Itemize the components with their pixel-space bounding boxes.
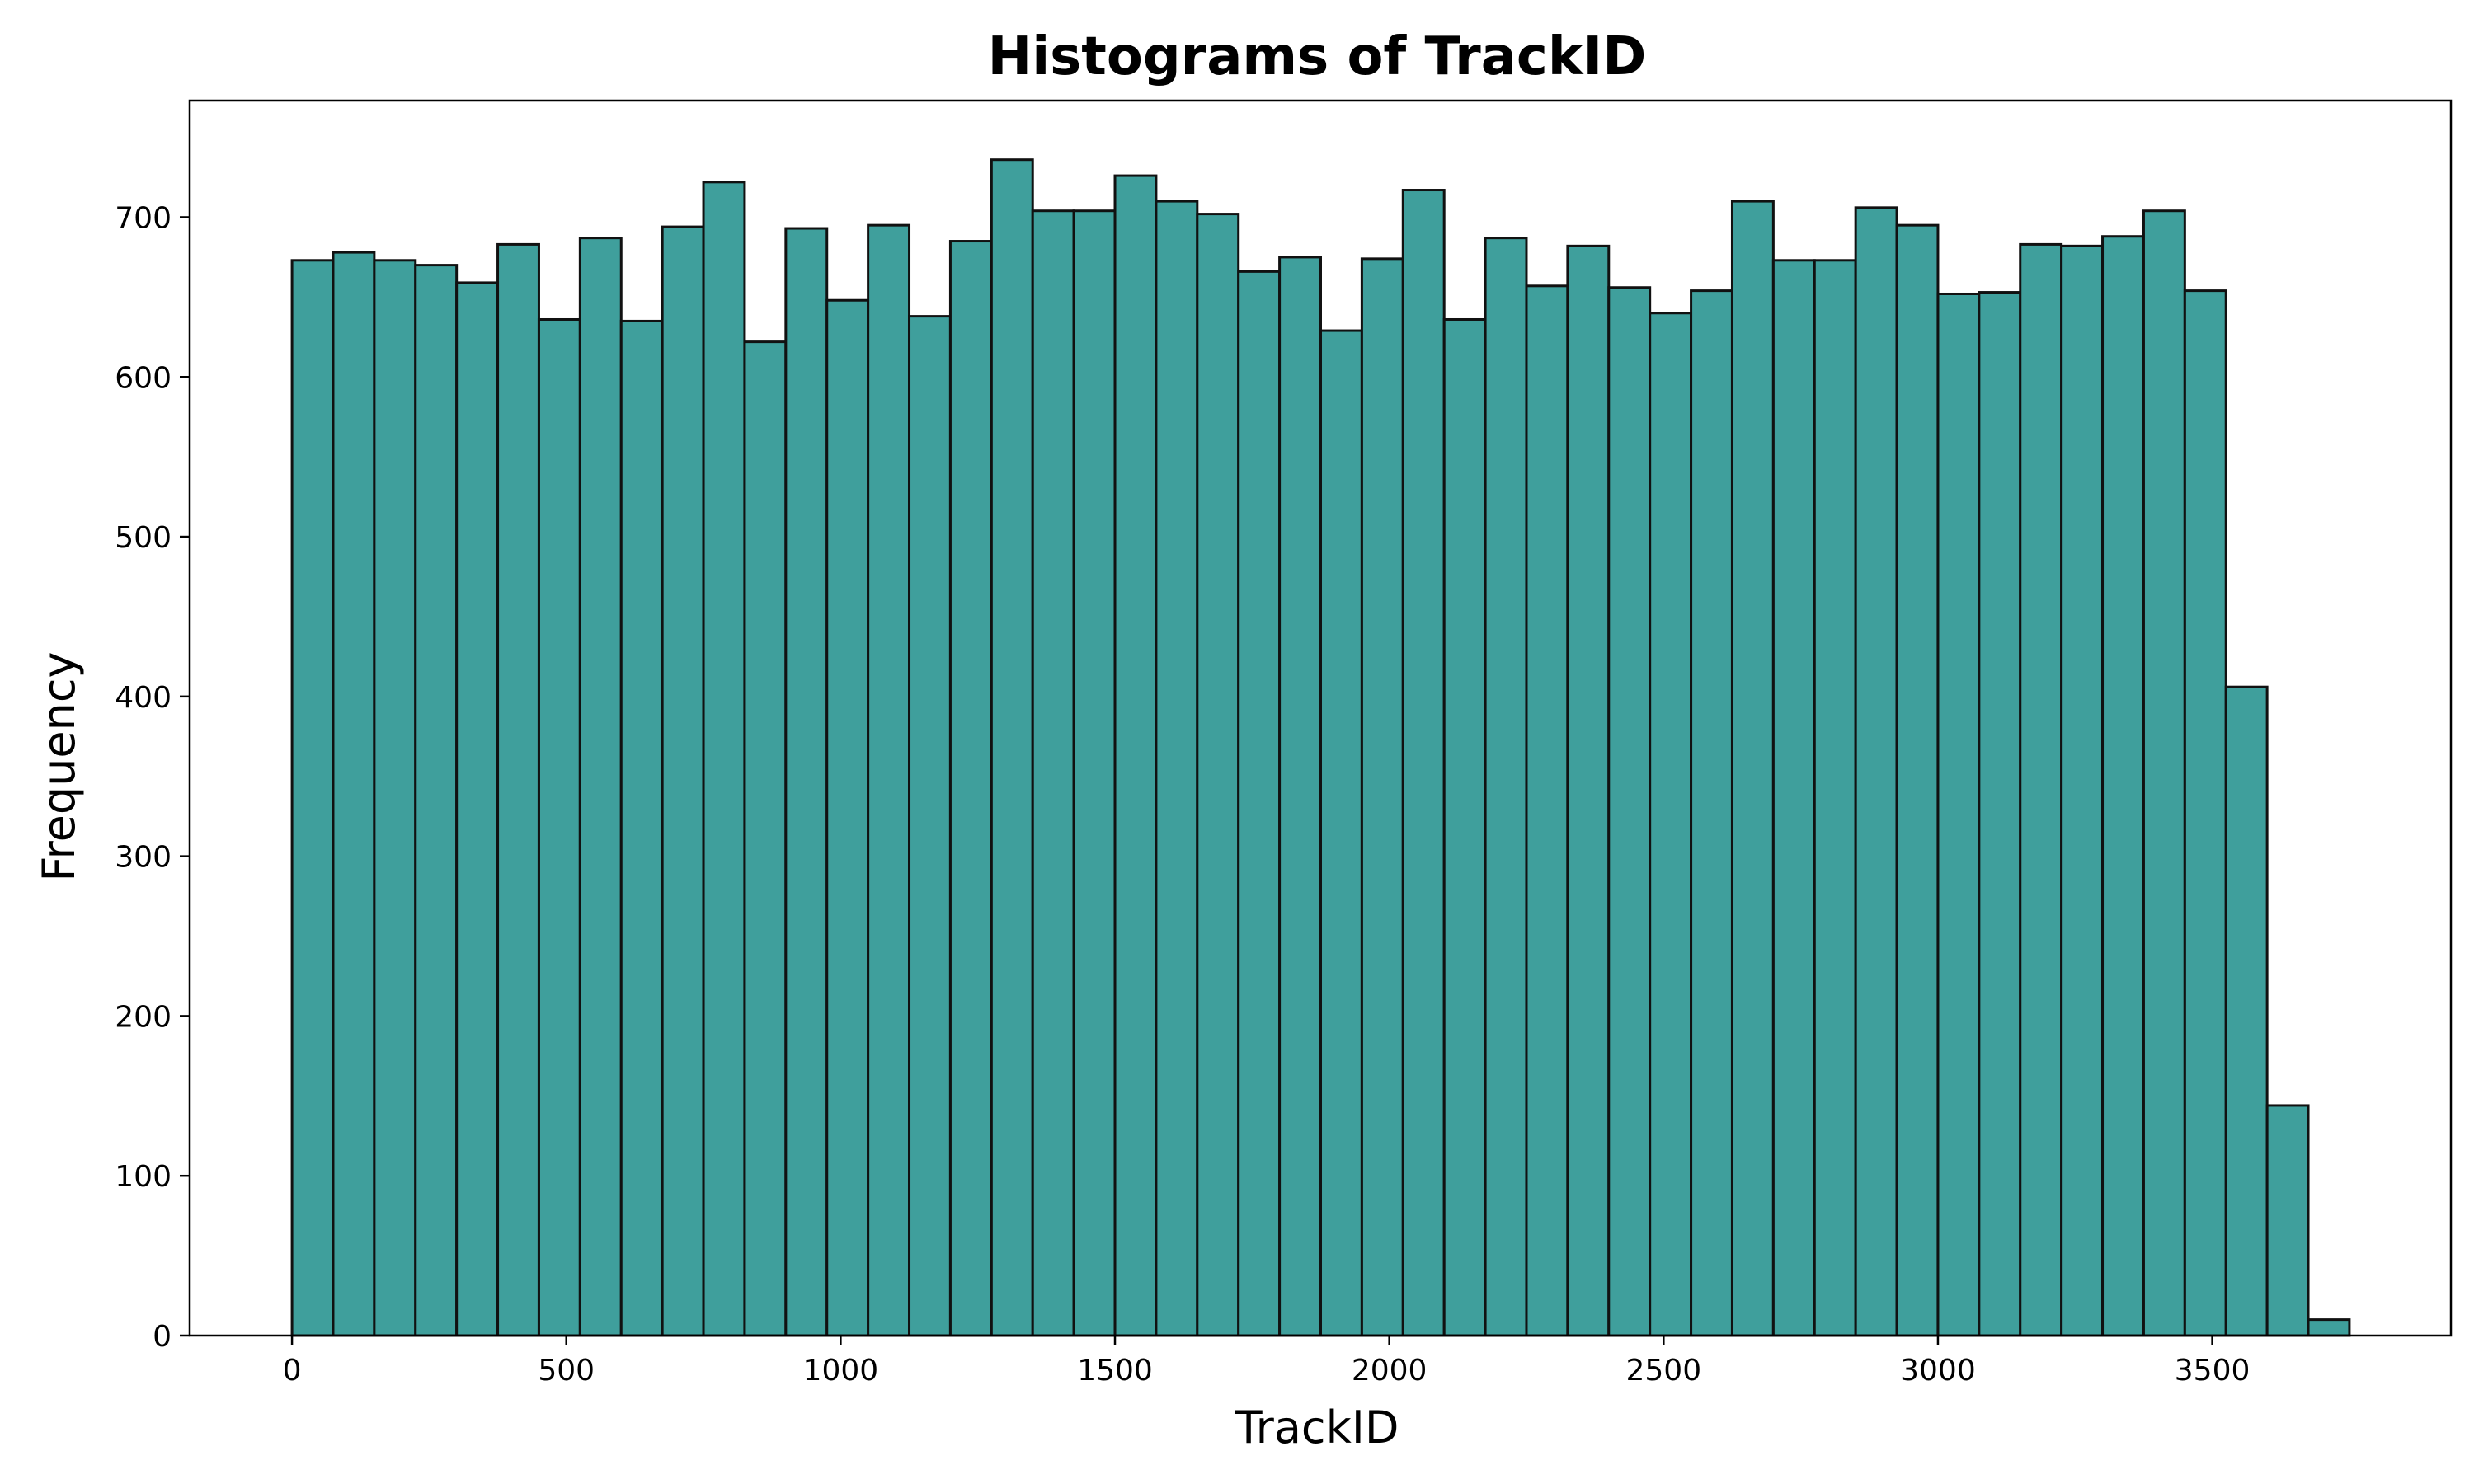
histogram-bar: [2307, 1318, 2351, 1337]
histogram-bar: [1730, 200, 1775, 1337]
histogram-bar: [332, 251, 376, 1337]
histogram-bar: [784, 227, 829, 1337]
histogram-bar: [1442, 317, 1487, 1337]
histogram-bar: [948, 240, 993, 1337]
histogram-bar: [496, 242, 540, 1337]
histogram-bar: [661, 225, 705, 1337]
histogram-bar: [1155, 200, 1199, 1337]
bars-group: [290, 158, 2351, 1337]
histogram-bar: [2183, 289, 2227, 1337]
histogram-bar: [290, 259, 335, 1337]
histogram-bar: [1978, 291, 2022, 1337]
histogram-bar: [908, 315, 952, 1337]
x-axis-label: TrackID: [1235, 1402, 1399, 1453]
histogram-bar: [825, 298, 870, 1337]
y-tick-label: 700: [115, 201, 172, 235]
x-tick-label: 1000: [803, 1354, 879, 1388]
x-tick-label: 3500: [2175, 1354, 2251, 1388]
histogram-bar: [578, 237, 623, 1337]
histogram-bar: [1237, 270, 1282, 1337]
y-tick-label: 600: [115, 361, 172, 395]
histogram-bar: [1278, 256, 1322, 1337]
histogram-bar: [1813, 259, 1857, 1337]
histogram-bar: [414, 264, 459, 1337]
y-axis-ticks: 0 100 200 300 400 500 600 700: [115, 201, 190, 1354]
x-tick-label: 2000: [1352, 1354, 1427, 1388]
x-tick-label: 1500: [1077, 1354, 1153, 1388]
histogram-bar: [1113, 174, 1158, 1337]
histogram-bar: [1031, 209, 1075, 1337]
histogram-bar: [1690, 289, 1733, 1337]
histogram-bar: [1196, 213, 1240, 1337]
histogram-bar: [1484, 237, 1528, 1337]
x-tick-label: 3000: [1900, 1354, 1976, 1388]
chart-title: Histograms of TrackID: [988, 26, 1647, 87]
x-axis-ticks: 0 500 1000 1500 2000 2500 3000 3500: [283, 1336, 2251, 1388]
histogram-bar: [1401, 189, 1446, 1337]
x-tick-label: 500: [538, 1354, 595, 1388]
histogram-bar: [537, 317, 581, 1337]
histogram-bar: [743, 340, 788, 1337]
histogram-bar: [2101, 235, 2145, 1337]
y-tick-label: 200: [115, 1000, 172, 1034]
histogram-bar: [1525, 284, 1569, 1337]
y-axis-label: Frequency: [33, 652, 85, 882]
x-tick-label: 2500: [1625, 1354, 1701, 1388]
histogram-bar: [1771, 259, 1816, 1337]
y-tick-label: 100: [115, 1160, 172, 1194]
histogram-bar: [1319, 329, 1363, 1337]
histogram-bar: [619, 319, 664, 1337]
histogram-bar: [2142, 209, 2186, 1337]
histogram-bar: [702, 181, 746, 1337]
histogram-bar: [1566, 244, 1611, 1337]
histogram-bar: [1895, 223, 1940, 1337]
histogram-bar: [867, 223, 911, 1337]
y-tick-label: 400: [115, 681, 172, 715]
y-tick-label: 500: [115, 521, 172, 555]
histogram-bar: [373, 259, 417, 1337]
histogram-bar: [1936, 292, 1981, 1337]
histogram-bar: [2224, 685, 2269, 1337]
histogram-bar: [455, 281, 500, 1337]
y-tick-label: 300: [115, 841, 172, 875]
plot-frame: [188, 99, 2453, 1337]
histogram-bar: [1072, 209, 1117, 1337]
histogram-bar: [1360, 257, 1404, 1337]
y-tick-label: 0: [153, 1320, 172, 1354]
histogram-bar: [2019, 242, 2063, 1337]
histogram-bar: [2060, 244, 2105, 1337]
histogram-bar: [2265, 1104, 2310, 1337]
x-tick-label: 0: [283, 1354, 302, 1388]
histogram-bar: [1854, 206, 1898, 1337]
histogram-bar: [1649, 312, 1693, 1337]
histogram-bar: [990, 158, 1034, 1337]
histogram-bar: [1607, 286, 1652, 1337]
